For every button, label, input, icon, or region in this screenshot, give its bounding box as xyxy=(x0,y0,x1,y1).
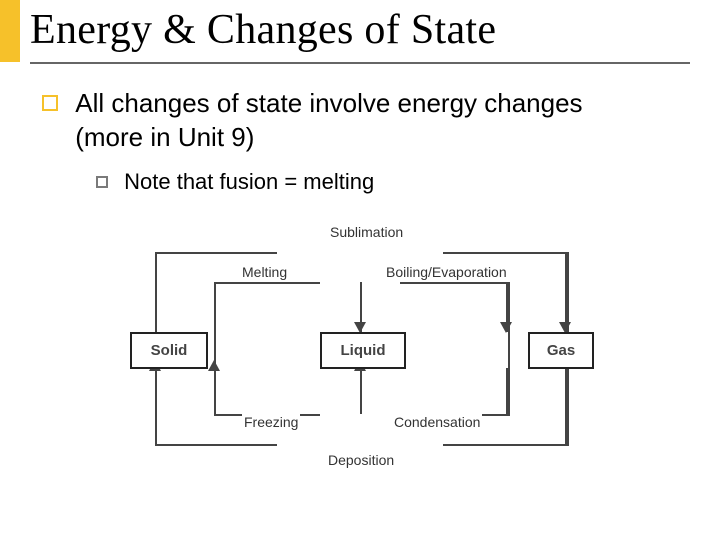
state-change-diagram: Solid Liquid Gas Sublimation Deposition … xyxy=(130,220,590,480)
stub xyxy=(565,368,567,444)
title-underline xyxy=(30,62,690,64)
edge-label-deposition: Deposition xyxy=(326,452,396,468)
stub xyxy=(360,368,362,414)
stub xyxy=(155,252,157,332)
node-liquid: Liquid xyxy=(320,332,406,369)
accent-bar xyxy=(0,0,20,62)
stub xyxy=(214,282,216,332)
arrowhead-icon xyxy=(500,322,512,333)
stub xyxy=(155,368,157,444)
edge-label-boiling: Boiling/Evaporation xyxy=(384,264,509,280)
edge-label-melting: Melting xyxy=(240,264,289,280)
outer-rail-gap-bottom xyxy=(277,440,443,446)
stub xyxy=(565,252,567,332)
bullet-1-1: Note that fusion = melting xyxy=(96,168,374,196)
edge-label-freezing: Freezing xyxy=(242,414,300,430)
node-gas: Gas xyxy=(528,332,594,369)
stub xyxy=(214,368,216,414)
edge-label-sublimation: Sublimation xyxy=(328,224,405,240)
outer-rail-gap-top xyxy=(277,250,443,256)
node-solid: Solid xyxy=(130,332,208,369)
bullet-1-text: All changes of state involve energy chan… xyxy=(75,86,655,154)
bullet-1-1-text: Note that fusion = melting xyxy=(124,168,374,196)
square-bullet-icon xyxy=(96,176,108,188)
edge-label-condensation: Condensation xyxy=(392,414,482,430)
square-bullet-icon xyxy=(42,95,58,111)
arrowhead-icon xyxy=(208,360,220,371)
stub xyxy=(506,368,508,414)
page-title: Energy & Changes of State xyxy=(30,6,496,54)
bullet-1: All changes of state involve energy chan… xyxy=(42,86,662,154)
